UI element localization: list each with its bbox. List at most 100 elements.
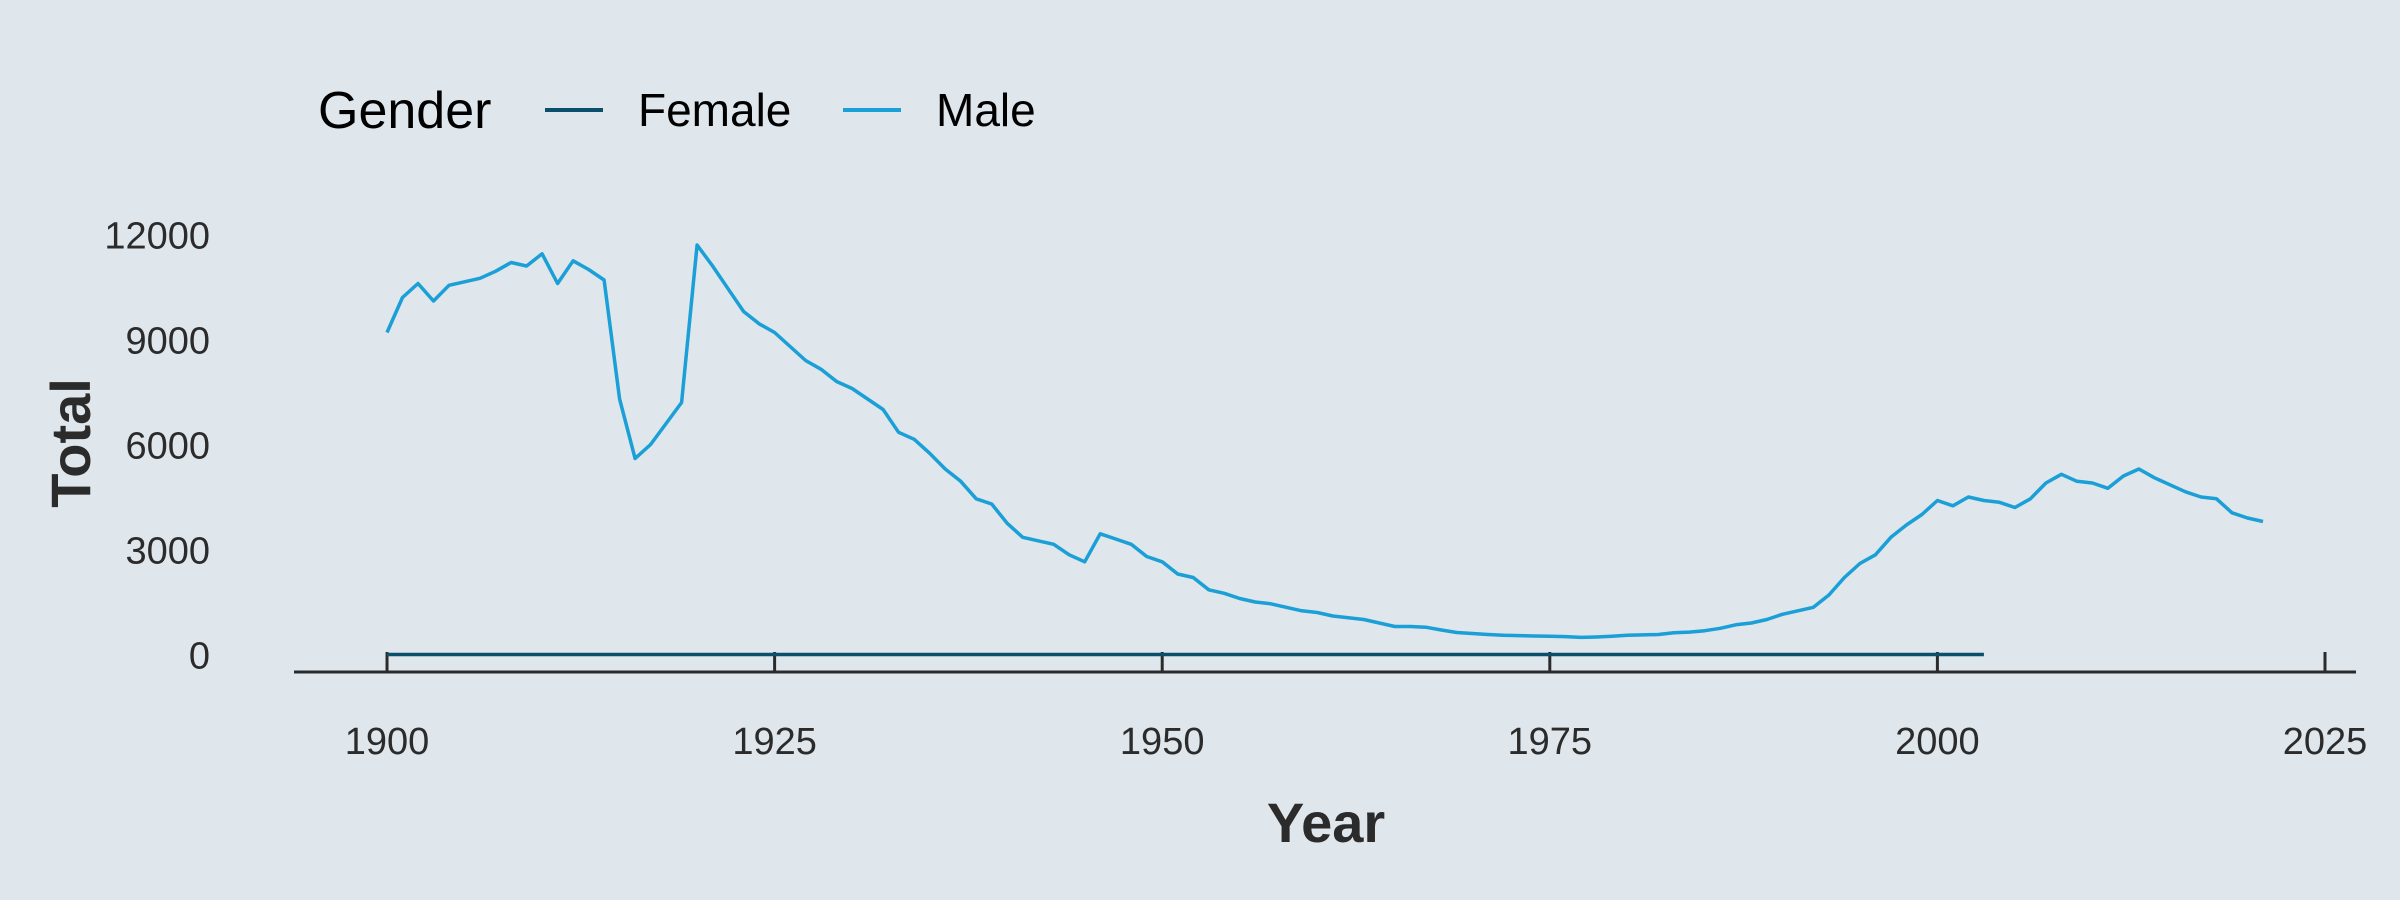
data-point-male-1993 [1828, 595, 1829, 596]
data-point-male-2015 [2170, 484, 2171, 485]
y-tick-label-0: 0 [189, 636, 210, 678]
data-point-male-1927 [805, 360, 806, 361]
data-point-male-1926 [790, 346, 791, 347]
data-point-male-1992 [1813, 607, 1814, 608]
data-point-male-1941 [1022, 537, 1023, 538]
data-point-male-1946 [1100, 533, 1101, 534]
data-point-male-1972 [1503, 635, 1504, 636]
data-point-male-1999 [1921, 514, 1922, 515]
data-point-male-1968 [1441, 630, 1442, 631]
data-point-male-2006 [2030, 498, 2031, 499]
data-point-male-1957 [1270, 603, 1271, 604]
data-point-male-1949 [1146, 556, 1147, 557]
legend-label-male: Male [936, 84, 1036, 136]
y-axis-ticks: 0 3000 6000 9000 12000 [104, 216, 210, 678]
data-point-male-1900 [387, 332, 388, 333]
data-point-male-1986 [1720, 628, 1721, 629]
data-point-male-1991 [1797, 610, 1798, 611]
data-point-male-1902 [418, 283, 419, 284]
data-point-male-1924 [759, 323, 760, 324]
data-point-male-1977 [1580, 637, 1581, 638]
data-point-male-1979 [1611, 636, 1612, 637]
data-point-male-1915 [619, 399, 620, 400]
data-point-male-1910 [542, 253, 543, 254]
data-point-male-1939 [991, 504, 992, 505]
y-tick-label-6000: 6000 [125, 426, 210, 468]
data-point-male-1912 [573, 260, 574, 261]
data-point-male-1997 [1890, 537, 1891, 538]
data-point-male-1950 [1162, 561, 1163, 562]
x-tick-label-1975: 1975 [1508, 721, 1593, 763]
data-point-male-1971 [1487, 634, 1488, 635]
data-point-male-1981 [1642, 634, 1643, 635]
data-point-male-1954 [1224, 593, 1225, 594]
data-point-male-1932 [883, 409, 884, 410]
data-point-male-1990 [1782, 614, 1783, 615]
data-point-male-2012 [2123, 476, 2124, 477]
data-point-male-2010 [2092, 483, 2093, 484]
data-point-female-2003 [1983, 654, 1984, 655]
data-point-male-1931 [867, 399, 868, 400]
data-point-male-1913 [588, 269, 589, 270]
data-point-male-1903 [433, 301, 434, 302]
data-point-male-1959 [1301, 610, 1302, 611]
data-point-male-2013 [2138, 469, 2139, 470]
data-point-male-1938 [976, 498, 977, 499]
data-point-male-1948 [1131, 544, 1132, 545]
x-tick-label-1900: 1900 [345, 721, 430, 763]
data-point-male-1984 [1689, 632, 1690, 633]
data-point-male-1970 [1472, 633, 1473, 634]
data-point-male-1922 [728, 288, 729, 289]
x-tick-label-2000: 2000 [1895, 721, 1980, 763]
y-tick-label-9000: 9000 [125, 321, 210, 363]
data-point-male-1933 [898, 432, 899, 433]
data-point-male-1945 [1084, 561, 1085, 562]
y-tick-label-12000: 12000 [104, 216, 210, 258]
series-female [387, 652, 1984, 657]
data-point-male-1906 [480, 278, 481, 279]
data-point-male-1967 [1425, 627, 1426, 628]
data-point-male-1934 [914, 439, 915, 440]
data-point-male-2009 [2076, 481, 2077, 482]
data-point-male-1920 [697, 245, 698, 246]
data-point-male-1951 [1177, 574, 1178, 575]
data-point-female-1900 [387, 654, 388, 655]
x-axis-ticks: 1900 1925 1950 1975 2000 2025 [345, 652, 2368, 763]
data-point-male-1944 [1069, 554, 1070, 555]
data-point-male-1980 [1627, 635, 1628, 636]
data-point-male-2001 [1952, 505, 1953, 506]
legend: Gender Female Male [318, 82, 1036, 140]
data-point-male-1958 [1286, 607, 1287, 608]
data-point-male-1930 [852, 388, 853, 389]
y-axis-title: Total [39, 378, 102, 508]
data-point-male-2005 [2014, 507, 2015, 508]
data-point-male-1998 [1906, 525, 1907, 526]
y-tick-label-3000: 3000 [125, 531, 210, 573]
x-axis-title: Year [1267, 791, 1385, 854]
data-point-male-1904 [449, 285, 450, 286]
data-point-male-1988 [1751, 623, 1752, 624]
data-point-male-1911 [557, 283, 558, 284]
data-point-male-1935 [929, 453, 930, 454]
data-point-male-2008 [2061, 474, 2062, 475]
data-point-male-1940 [1007, 523, 1008, 524]
data-point-male-1918 [666, 423, 667, 424]
x-tick-label-2025: 2025 [2283, 721, 2368, 763]
data-point-male-1987 [1735, 624, 1736, 625]
data-point-male-1989 [1766, 619, 1767, 620]
legend-label-female: Female [638, 84, 791, 136]
data-point-male-1917 [650, 444, 651, 445]
data-point-male-2017 [2201, 497, 2202, 498]
data-point-male-1956 [1255, 602, 1256, 603]
legend-title: Gender [318, 82, 491, 140]
series-male [385, 243, 2264, 640]
series-line-male [385, 243, 2264, 640]
data-point-male-1905 [464, 281, 465, 282]
data-point-male-1994 [1844, 577, 1845, 578]
data-point-male-1937 [960, 481, 961, 482]
data-point-male-1963 [1363, 619, 1364, 620]
data-point-male-1964 [1379, 623, 1380, 624]
data-point-male-1974 [1534, 636, 1535, 637]
data-point-male-1953 [1208, 589, 1209, 590]
